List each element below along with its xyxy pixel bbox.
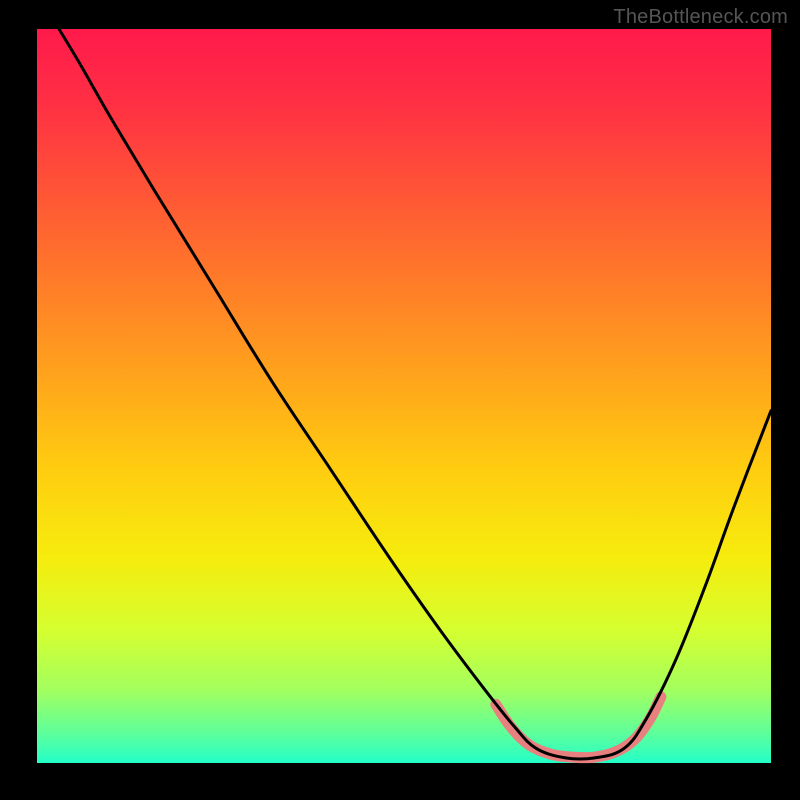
chart-frame: TheBottleneck.com — [0, 0, 800, 800]
bottleneck-chart — [0, 0, 800, 800]
plot-background — [37, 29, 771, 763]
watermark-text: TheBottleneck.com — [613, 6, 788, 29]
